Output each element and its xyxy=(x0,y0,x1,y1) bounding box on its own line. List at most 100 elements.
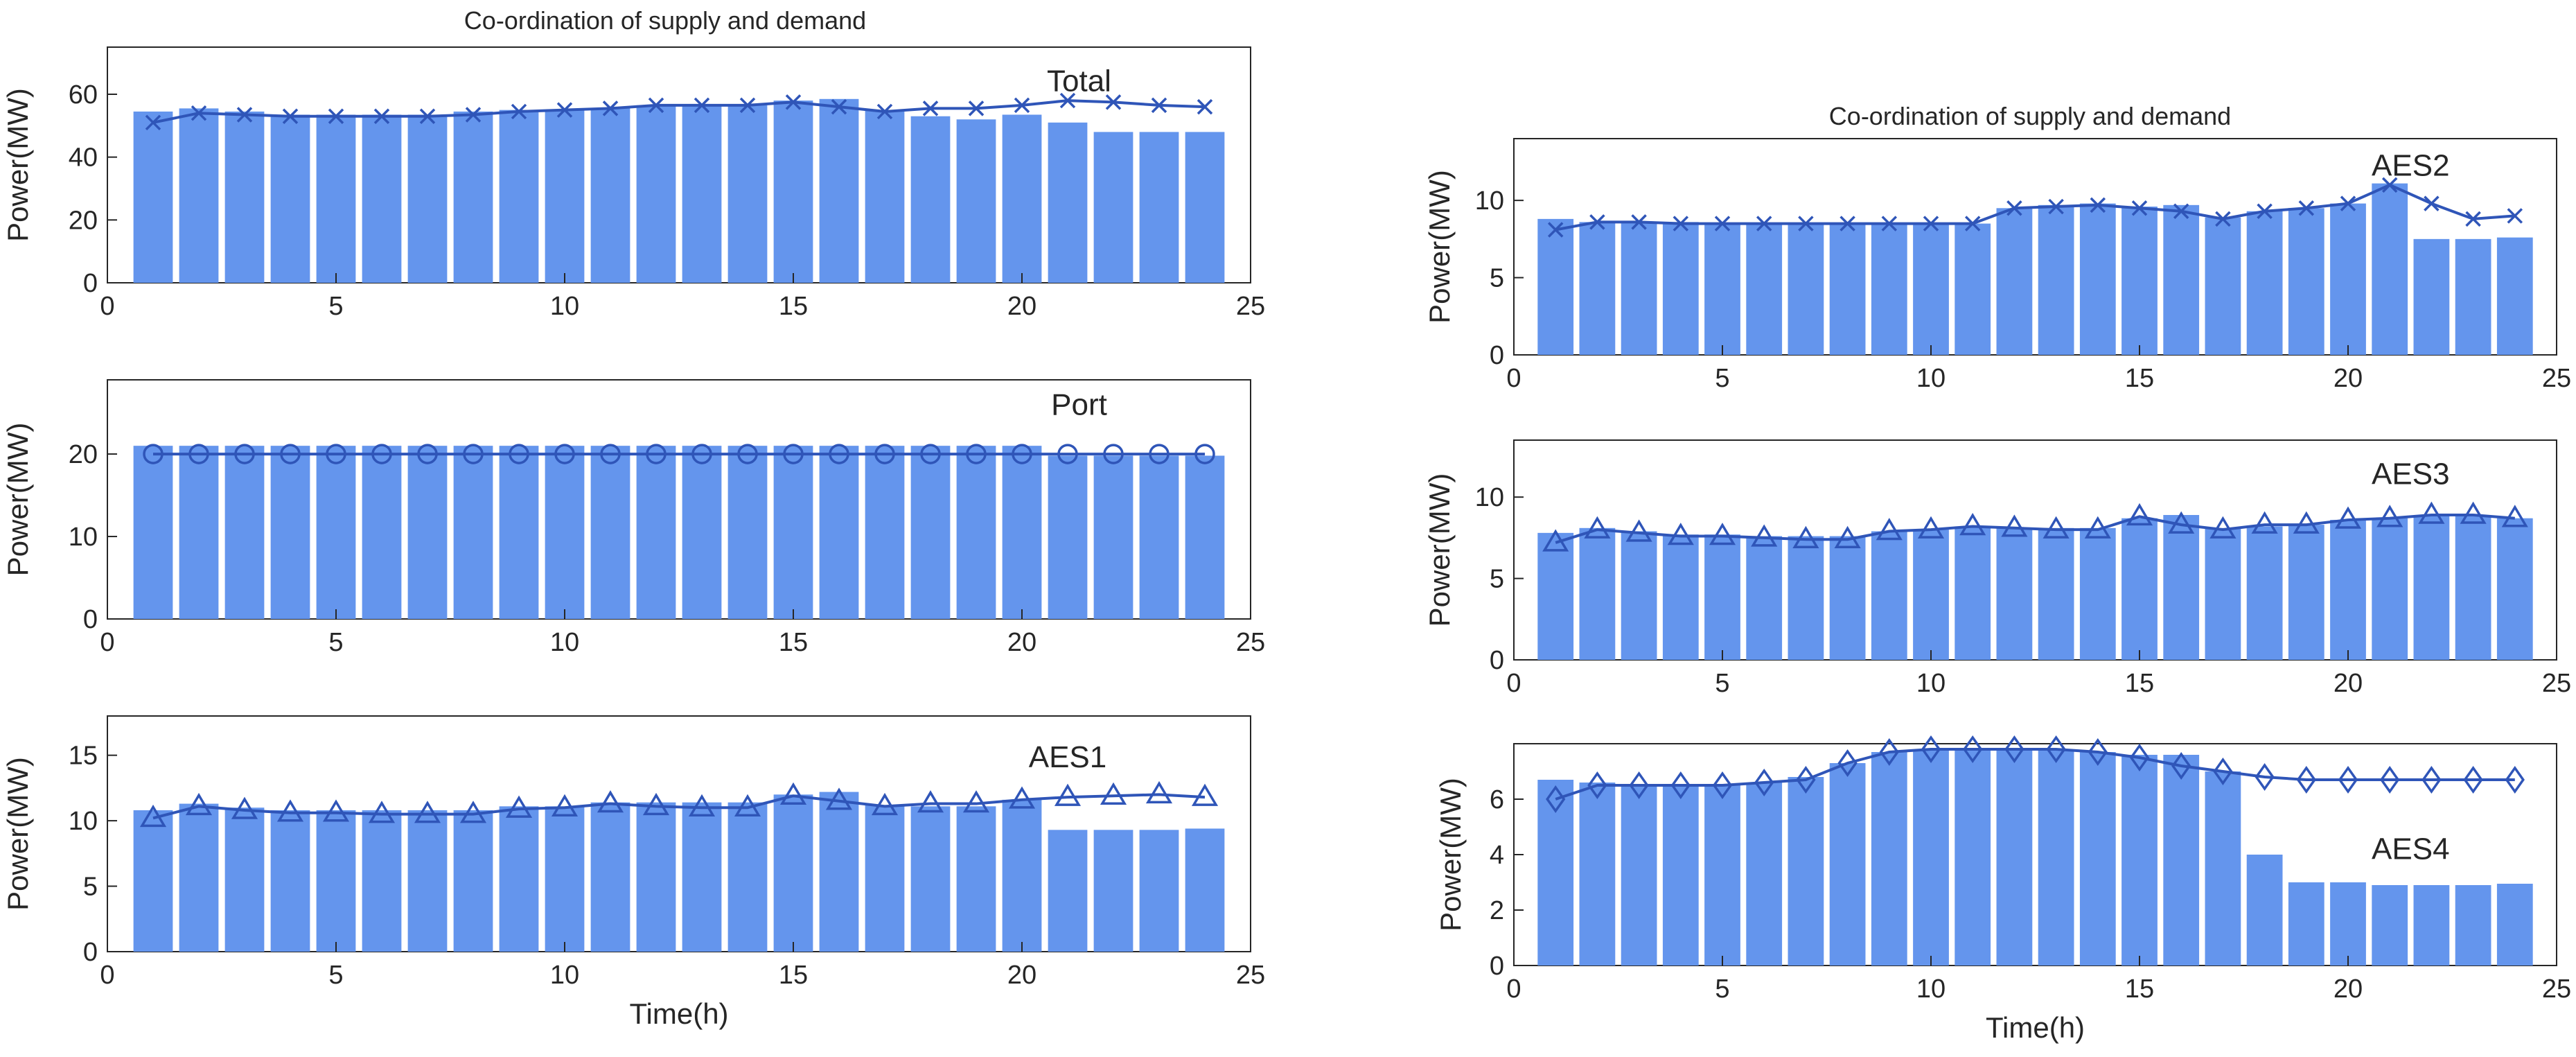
total-marker xyxy=(236,107,253,123)
aes4-series-line xyxy=(1555,748,2515,801)
port-bar xyxy=(362,446,402,619)
aes4-bar xyxy=(1996,749,2033,966)
aes3-x-tick-label: 5 xyxy=(1715,669,1729,698)
port-y-tick-label: 20 xyxy=(69,440,98,469)
total-marker xyxy=(328,108,344,124)
total-x-tick-label: 10 xyxy=(550,292,579,321)
aes3-marker xyxy=(1667,523,1694,545)
aes2-marker xyxy=(2215,211,2231,227)
aes2-marker xyxy=(1798,216,1814,232)
aes4-bar xyxy=(1829,763,1866,966)
aes4-bar xyxy=(2455,885,2491,966)
aes2-bar xyxy=(2330,203,2366,355)
aes2-y-tick-label: 0 xyxy=(1490,341,1504,370)
aes2-marker xyxy=(1547,222,1564,238)
port-bar xyxy=(956,446,996,619)
aes2-bar xyxy=(1746,223,1783,355)
aes2-bar xyxy=(2372,183,2408,355)
port-marker xyxy=(874,444,895,464)
aes3-y-tick-label: 10 xyxy=(1475,483,1504,512)
port-bar xyxy=(590,446,630,619)
port-x-tick-label: 25 xyxy=(1236,628,1265,657)
aes3-marker xyxy=(2251,511,2278,534)
aes3-marker xyxy=(2334,506,2362,529)
port-bar xyxy=(865,446,905,619)
aes1-y-axis-title: Power(MW) xyxy=(1,757,34,911)
total-y-tick-label: 20 xyxy=(69,206,98,235)
aes1-bar xyxy=(499,806,539,952)
aes3-marker xyxy=(2001,514,2028,537)
port-power-panel: 0 5 10 15 20 25 0 10 20 Power(MW) Port xyxy=(1,379,1265,657)
aes4-marker xyxy=(1963,735,1983,764)
aes3-marker xyxy=(1792,525,1819,548)
port-bar xyxy=(1048,455,1088,619)
aes3-x-tick-label: 0 xyxy=(1506,669,1521,698)
aes4-marker xyxy=(1546,785,1566,814)
port-marker xyxy=(1194,444,1215,464)
total-x-tick-label: 0 xyxy=(100,292,114,321)
aes1-marker xyxy=(1191,783,1219,806)
aes1-bar xyxy=(1048,830,1088,952)
aes4-x-tick-label: 20 xyxy=(2334,975,2363,1004)
total-marker xyxy=(602,101,619,116)
total-bar xyxy=(1093,132,1133,283)
port-bar xyxy=(682,446,722,619)
aes3-bar xyxy=(1579,527,1616,660)
aes4-x-tick-label: 0 xyxy=(1506,975,1521,1004)
aes1-marker xyxy=(1100,782,1127,805)
aes2-bar xyxy=(1955,223,1991,355)
aes1-marker xyxy=(779,782,807,805)
aes3-marker xyxy=(2043,516,2070,539)
aes3-marker xyxy=(2460,501,2487,524)
aes1-bar xyxy=(636,802,676,952)
aes4-marker xyxy=(2213,757,2233,786)
total-marker xyxy=(282,108,299,124)
aes1-bar xyxy=(224,807,265,952)
aes3-bar xyxy=(1955,526,1991,660)
aes2-marker xyxy=(2131,200,2148,216)
aes4-y-tick-label: 4 xyxy=(1490,841,1504,870)
aes4-marker xyxy=(1629,771,1649,800)
aes1-marker xyxy=(1008,786,1036,809)
aes4-y-axis-title: Power(MW) xyxy=(1434,778,1467,932)
aes1-marker xyxy=(322,799,350,822)
aes2-series-line xyxy=(1555,183,2515,232)
aes3-marker xyxy=(2126,503,2153,526)
port-marker xyxy=(829,444,849,464)
total-marker xyxy=(419,108,436,124)
aes1-bar xyxy=(956,806,996,952)
port-marker xyxy=(1149,444,1170,464)
total-axes-box xyxy=(107,46,1251,283)
port-marker xyxy=(326,444,346,464)
aes3-bar xyxy=(2246,526,2283,660)
aes2-marker xyxy=(2173,203,2189,219)
aes4-x-tick-label: 5 xyxy=(1715,975,1729,1004)
aes1-marker xyxy=(185,792,213,816)
aes1-marker xyxy=(871,792,899,816)
port-marker xyxy=(463,444,484,464)
port-bar xyxy=(179,446,219,619)
total-marker xyxy=(876,103,893,120)
port-y-tick-label: 10 xyxy=(69,523,98,552)
total-bar xyxy=(910,116,951,283)
aes1-marker xyxy=(688,794,716,816)
aes3-bar xyxy=(2121,518,2158,660)
aes2-bar xyxy=(1621,222,1657,355)
aes4-marker xyxy=(2088,737,2108,767)
total-marker xyxy=(1197,98,1213,115)
total-bar xyxy=(407,114,448,283)
total-bar xyxy=(224,111,265,283)
aes2-y-tick-label: 5 xyxy=(1490,264,1504,293)
port-bar xyxy=(133,446,173,619)
aes2-bar xyxy=(2121,207,2158,355)
total-marker xyxy=(511,103,527,120)
aes4-x-axis-title: Time(h) xyxy=(1986,1011,2085,1044)
port-bar xyxy=(453,446,493,619)
aes1-bar xyxy=(1185,828,1225,952)
aes4-bar xyxy=(2413,885,2450,966)
aes3-y-tick-label: 0 xyxy=(1490,646,1504,675)
port-marker xyxy=(1057,444,1078,464)
aes1-marker xyxy=(276,799,304,822)
total-bar xyxy=(316,114,356,283)
aes4-bar xyxy=(1579,783,1616,966)
